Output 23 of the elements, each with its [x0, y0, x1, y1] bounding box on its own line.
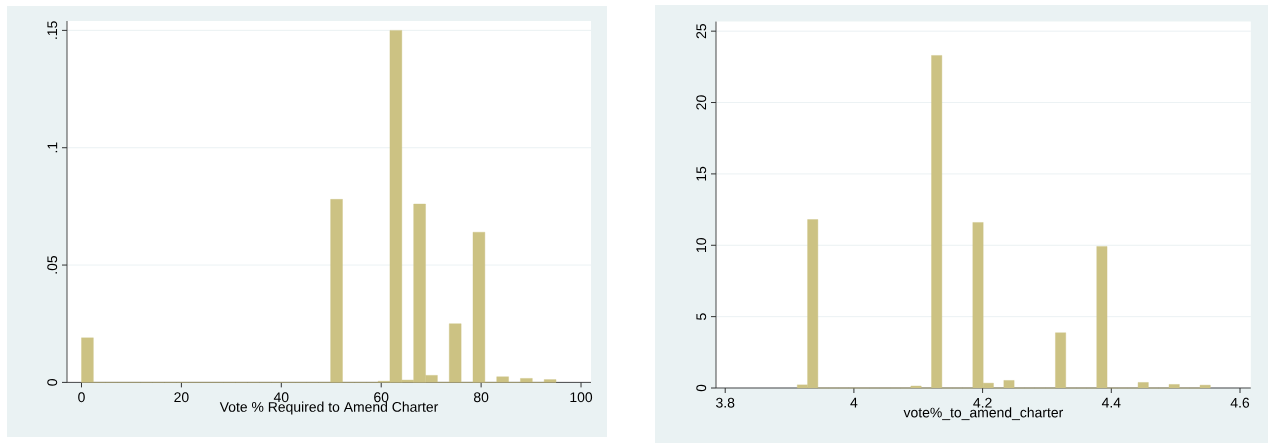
x-tick-label: 3.8: [716, 397, 735, 408]
x-tick-label: 100: [570, 392, 593, 403]
x-tick-label: 20: [174, 392, 189, 403]
y-tick-label: .05: [47, 255, 58, 274]
y-tick-label: 20: [696, 95, 707, 110]
y-tick-label: 0: [47, 379, 58, 386]
x-tick-label: 0: [78, 392, 85, 403]
x-tick-label: 60: [374, 392, 389, 403]
y-tick-label: 25: [696, 23, 707, 39]
x-tick-label: 4.4: [1101, 397, 1121, 408]
x-axis-title: Vote % Required to Amend Charter: [219, 401, 439, 415]
x-tick-label: 80: [473, 392, 489, 403]
x-tick-label: 40: [273, 392, 289, 403]
x-tick-label: 4.2: [973, 397, 992, 408]
y-tick-label: 15: [696, 166, 707, 181]
x-axis-title: vote%_to_amend_charter: [903, 407, 1064, 421]
y-tick-label: 0: [696, 384, 707, 392]
x-tick-label: 4: [850, 397, 858, 408]
y-tick-label: 5: [696, 313, 707, 320]
y-tick-label: .15: [47, 21, 58, 39]
x-tick-label: 4.6: [1230, 397, 1250, 408]
y-tick-label: 10: [696, 238, 707, 252]
y-tick-label: .1: [47, 142, 58, 153]
